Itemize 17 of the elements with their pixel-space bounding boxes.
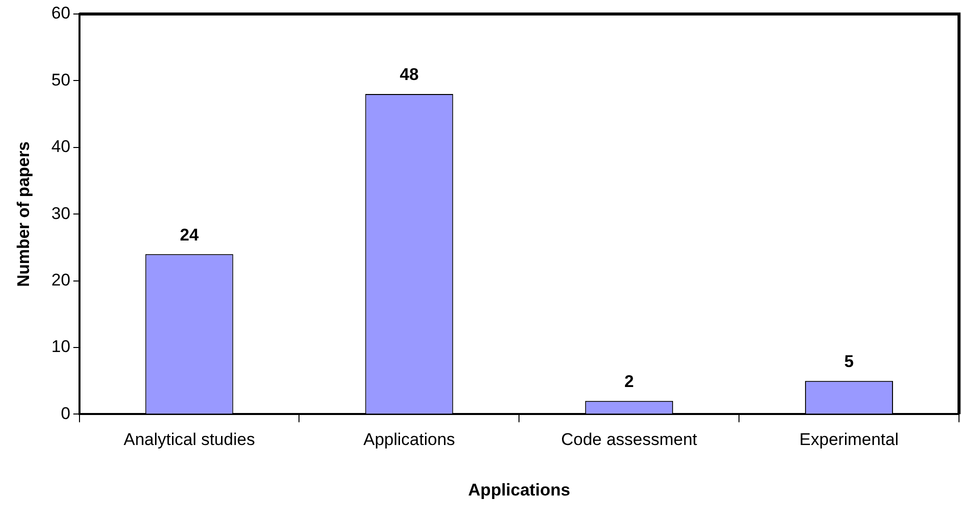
data-label: 5 xyxy=(844,352,854,372)
x-tick-label: Analytical studies xyxy=(124,430,255,450)
y-tick-label: 30 xyxy=(51,204,70,223)
data-label: 48 xyxy=(400,65,419,84)
x-tick-label: Code assessment xyxy=(561,430,698,450)
y-tick-label: 0 xyxy=(60,404,70,423)
y-tick-label: 10 xyxy=(51,337,70,356)
y-tick-label: 50 xyxy=(51,70,70,90)
y-axis-title: Number of papers xyxy=(14,141,33,287)
data-label: 24 xyxy=(180,225,200,244)
x-tick-label: Experimental xyxy=(799,430,899,450)
y-tick-label: 40 xyxy=(51,137,70,156)
y-tick-label: 60 xyxy=(51,4,70,23)
x-tick-label: Applications xyxy=(363,430,456,450)
data-label: 2 xyxy=(624,372,634,392)
y-tick-label: 20 xyxy=(51,270,70,290)
x-axis-title: Applications xyxy=(468,480,570,500)
